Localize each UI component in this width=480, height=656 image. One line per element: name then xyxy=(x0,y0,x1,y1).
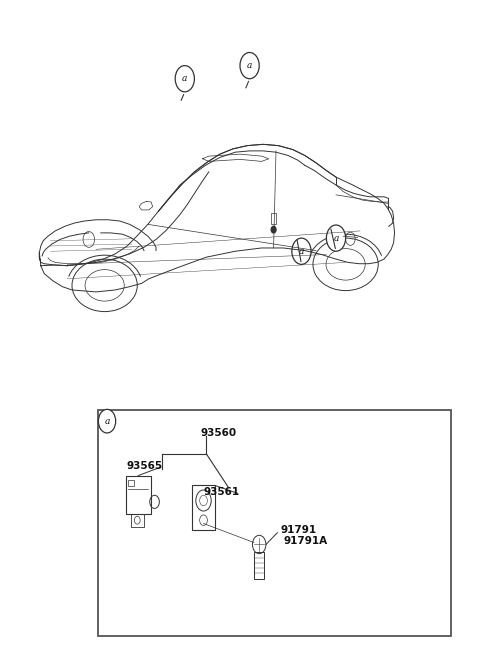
Bar xyxy=(128,480,134,486)
Text: a: a xyxy=(247,61,252,70)
Text: a: a xyxy=(182,74,188,83)
Bar xyxy=(98,410,451,636)
Bar xyxy=(271,213,276,224)
Circle shape xyxy=(292,238,311,264)
Circle shape xyxy=(175,66,194,92)
Text: 91791: 91791 xyxy=(281,525,317,535)
Text: a: a xyxy=(333,234,339,243)
Circle shape xyxy=(240,52,259,79)
Bar xyxy=(131,514,144,527)
Bar xyxy=(126,476,151,514)
Text: a: a xyxy=(104,417,110,426)
Text: 91791A: 91791A xyxy=(283,536,327,546)
Circle shape xyxy=(326,225,346,251)
Bar xyxy=(254,552,264,579)
Bar xyxy=(192,485,215,530)
Text: a: a xyxy=(299,247,304,256)
Text: 93565: 93565 xyxy=(127,461,163,471)
Circle shape xyxy=(271,226,276,233)
Text: 93560: 93560 xyxy=(200,428,237,438)
Circle shape xyxy=(98,409,116,433)
Text: 93561: 93561 xyxy=(204,487,240,497)
